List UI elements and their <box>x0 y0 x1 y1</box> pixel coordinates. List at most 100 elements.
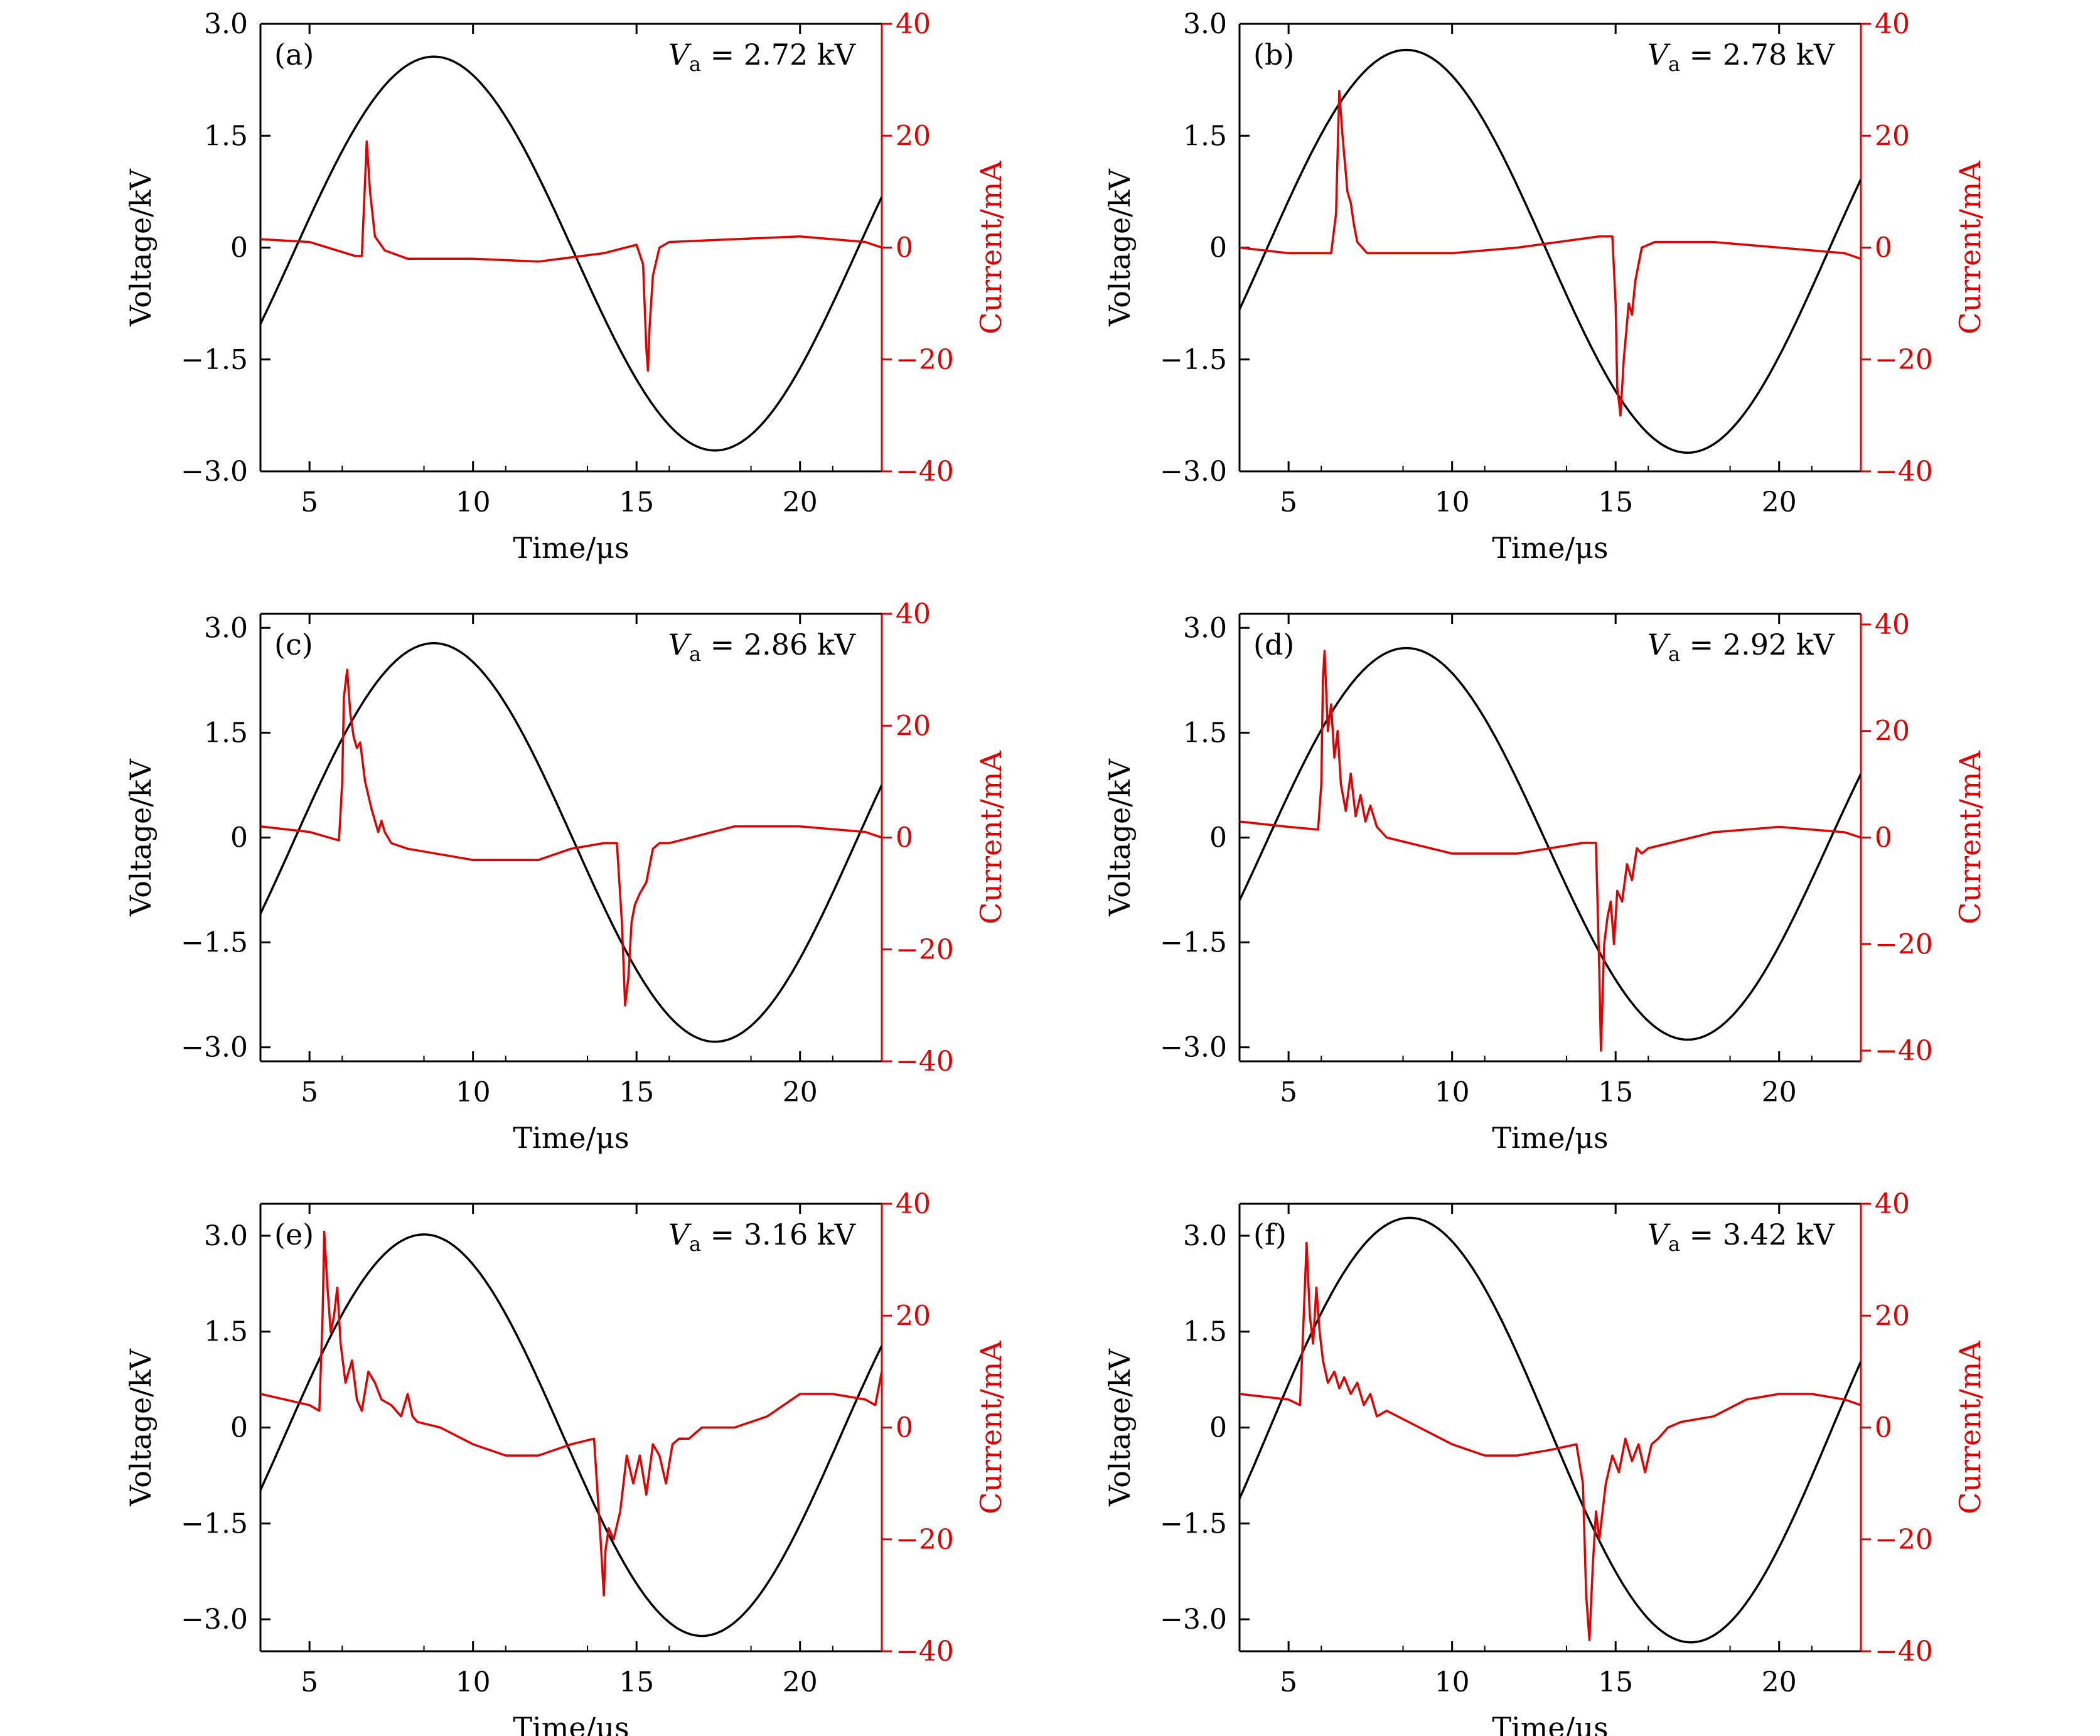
x-tick-label: 15 <box>1598 486 1633 518</box>
right-tick-label: 20 <box>1875 120 1910 152</box>
x-tick-label: 5 <box>301 1076 318 1108</box>
left-axis-title: Voltage/kV <box>1103 168 1137 326</box>
chart-panel-c: 5 10 15 20 3.0 1.5 0 −1.5 −3.0 40 20 0 −20 −40 Time/μs… <box>124 598 1008 1155</box>
voltage-series-line <box>260 642 882 1043</box>
left-tick-label: 1.5 <box>1183 120 1227 152</box>
x-axis-title: Time/μs <box>1492 1711 1608 1736</box>
x-tick-label: 5 <box>301 1666 318 1698</box>
va-annotation-part: a <box>689 52 701 76</box>
chart-panel-d: 5 10 15 20 3.0 1.5 0 −1.5 −3.0 40 20 0 −20 −40 Time/μs… <box>1103 609 1987 1155</box>
current-series-line <box>260 140 882 372</box>
va-annotation-part: kV <box>1787 628 1835 662</box>
va-annotation-part: kV <box>1787 38 1835 72</box>
va-annotation-part: 2.86 <box>744 628 808 662</box>
current-series-line <box>1240 1241 1861 1641</box>
current-series-line <box>260 1230 882 1597</box>
left-tick-label: −1.5 <box>181 344 248 376</box>
va-annotation-part: a <box>689 642 701 666</box>
x-tick-label: 20 <box>783 1666 818 1698</box>
voltage-series-line <box>260 1233 882 1637</box>
va-annotation-part: 2.72 <box>744 38 808 72</box>
right-tick-label: 0 <box>896 232 913 264</box>
va-annotation-part: a <box>1668 1232 1680 1256</box>
left-tick-label: −1.5 <box>181 1508 248 1540</box>
va-annotation-part: V <box>668 628 692 662</box>
x-tick-label: 20 <box>1762 1076 1797 1108</box>
left-tick-label: 0 <box>1209 1412 1227 1444</box>
right-tick-label: −20 <box>1875 344 1933 376</box>
right-axis-title: Current/mA <box>1953 160 1987 334</box>
left-tick-label: 0 <box>230 822 248 854</box>
left-tick-label: 3.0 <box>1183 1220 1227 1252</box>
left-tick-label: 0 <box>1209 822 1227 854</box>
va-annotation: Va = 2.86 kV <box>668 628 856 666</box>
left-axis-title: Voltage/kV <box>124 168 158 326</box>
va-annotation-part: V <box>668 38 692 72</box>
va-annotation-part: = <box>1680 1218 1723 1251</box>
x-tick-label: 10 <box>456 486 491 518</box>
left-tick-label: −1.5 <box>1160 344 1227 376</box>
right-tick-label: −40 <box>896 1046 954 1078</box>
panel-label: (d) <box>1253 628 1294 662</box>
chart-panel-b: 5 10 15 20 3.0 1.5 0 −1.5 −3.0 40 20 0 −20 −40 Time/μs… <box>1103 8 1987 565</box>
x-axis-title: Time/μs <box>513 1121 629 1155</box>
panel-label: (b) <box>1253 38 1294 72</box>
x-tick-label: 20 <box>783 1076 818 1108</box>
right-tick-label: −20 <box>896 934 954 966</box>
x-tick-label: 5 <box>1280 486 1297 518</box>
left-tick-label: −1.5 <box>1160 1508 1227 1540</box>
left-tick-label: 1.5 <box>204 120 248 152</box>
voltage-series-line <box>1240 1216 1861 1644</box>
x-tick-label: 20 <box>1762 1666 1797 1698</box>
va-annotation-part: 2.78 <box>1723 38 1787 72</box>
panel-label: (c) <box>274 628 313 662</box>
x-tick-label: 15 <box>619 1076 654 1108</box>
x-tick-label: 5 <box>1280 1666 1297 1698</box>
left-tick-label: −3.0 <box>1160 1604 1227 1636</box>
right-tick-label: 40 <box>896 1188 931 1220</box>
va-annotation-part: = <box>701 38 744 72</box>
left-tick-label: 1.5 <box>204 717 248 749</box>
va-annotation-part: kV <box>808 628 855 662</box>
panel-label: (f) <box>1253 1218 1287 1251</box>
voltage-series-line <box>1240 48 1861 454</box>
left-tick-label: 1.5 <box>1183 717 1227 749</box>
left-tick-label: −3.0 <box>181 456 248 488</box>
left-tick-label: −1.5 <box>181 927 248 959</box>
x-tick-label: 15 <box>619 486 654 518</box>
right-tick-label: −20 <box>896 1524 954 1556</box>
left-axis-title: Voltage/kV <box>1103 1348 1137 1506</box>
right-tick-label: 0 <box>1875 1412 1892 1444</box>
right-axis-title: Current/mA <box>1953 750 1987 924</box>
left-tick-label: 3.0 <box>1183 8 1227 40</box>
va-annotation-part: a <box>1668 52 1680 76</box>
va-annotation-part: 3.16 <box>744 1218 808 1251</box>
va-annotation-part: V <box>1647 38 1671 72</box>
right-tick-label: 40 <box>1875 609 1910 641</box>
va-annotation: Va = 3.42 kV <box>1647 1218 1835 1256</box>
right-axis-title: Current/mA <box>974 160 1008 334</box>
va-annotation-part: = <box>1680 38 1723 72</box>
x-tick-label: 10 <box>456 1666 491 1698</box>
right-tick-label: −20 <box>1875 1524 1933 1556</box>
right-tick-label: 20 <box>896 710 931 742</box>
x-tick-label: 5 <box>301 486 318 518</box>
right-tick-label: −20 <box>1875 928 1933 960</box>
x-tick-label: 10 <box>1435 486 1470 518</box>
x-tick-label: 10 <box>1435 1666 1470 1698</box>
left-axis-title: Voltage/kV <box>1103 758 1137 916</box>
va-annotation-part: 3.42 <box>1723 1218 1787 1251</box>
current-series-line <box>1240 90 1861 417</box>
va-annotation-part: kV <box>808 38 855 72</box>
left-tick-label: −3.0 <box>181 1604 248 1636</box>
right-tick-label: 40 <box>1875 8 1910 40</box>
left-tick-label: −3.0 <box>1160 1032 1227 1064</box>
va-annotation-part: kV <box>1787 1218 1835 1251</box>
va-annotation-part: = <box>701 628 744 662</box>
right-tick-label: −40 <box>1875 1636 1933 1668</box>
left-tick-label: 0 <box>230 232 248 264</box>
right-tick-label: −20 <box>896 344 954 376</box>
right-tick-label: 20 <box>1875 1300 1910 1332</box>
va-annotation-part: V <box>1647 1218 1671 1251</box>
